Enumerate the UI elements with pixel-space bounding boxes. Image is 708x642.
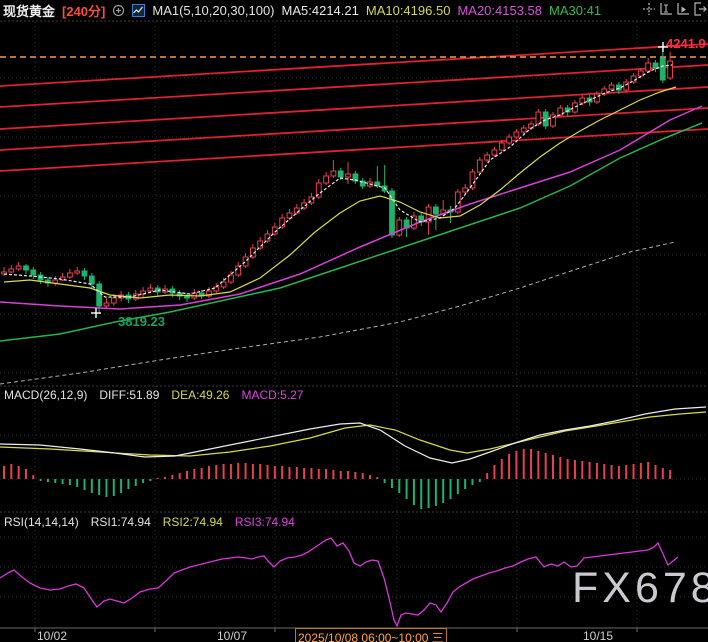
x-axis-date-label: 10/15 <box>583 629 614 642</box>
x-axis-labels: 10/02 10/07 2025/10/08 06:00~10:00 三 10/15 <box>0 628 708 642</box>
axis-scale-icon[interactable] <box>658 1 673 17</box>
macd-diff-value: DIFF:51.89 <box>99 388 160 402</box>
low-price-label: 3819.23 <box>118 314 165 329</box>
rsi1-value: RSI1:74.94 <box>90 515 151 529</box>
high-price-label: 4241.9 <box>666 36 706 51</box>
x-axis-date-label: 10/02 <box>37 629 68 642</box>
chart-toolbar <box>641 1 707 17</box>
ma30-value: MA30:41 <box>549 2 602 18</box>
rsi2-value: RSI2:74.94 <box>162 515 223 529</box>
exit-chart-icon[interactable] <box>692 1 707 17</box>
plus-circle-icon[interactable] <box>112 4 125 17</box>
chart-header: 现货黄金 [240分] MA1(5,10,20,30,100) MA5:4214… <box>0 0 708 20</box>
mini-candle-chart-icon <box>132 3 146 17</box>
crosshair-date-label: 2025/10/08 06:00~10:00 三 <box>295 628 447 642</box>
x-axis-date-label: 10/07 <box>217 629 248 642</box>
ma20-value: MA20:4153.58 <box>457 2 543 18</box>
macd-dea-value: DEA:49.26 <box>171 388 230 402</box>
ma-settings-label: MA1(5,10,20,30,100) <box>152 2 275 18</box>
macd-label-row: MACD(26,12,9) DIFF:51.89 DEA:49.26 MACD:… <box>4 388 303 402</box>
axis-play-icon[interactable] <box>675 1 690 17</box>
rsi-label-row: RSI(14,14,14) RSI1:74.94 RSI2:74.94 RSI3… <box>4 515 295 529</box>
ma10-value: MA10:4196.50 <box>365 2 451 18</box>
ma5-value: MA5:4214.21 <box>281 2 359 18</box>
rsi3-value: RSI3:74.94 <box>234 515 295 529</box>
crosshair-move-icon[interactable] <box>641 1 656 17</box>
macd-value: MACD:5.27 <box>241 388 304 402</box>
macd-params-label: MACD(26,12,9) <box>4 388 88 402</box>
rsi-params-label: RSI(14,14,14) <box>4 515 79 529</box>
symbol-title: 现货黄金 <box>3 3 56 19</box>
period-label[interactable]: [240分] <box>62 3 106 19</box>
watermark: FX678 <box>572 564 708 612</box>
